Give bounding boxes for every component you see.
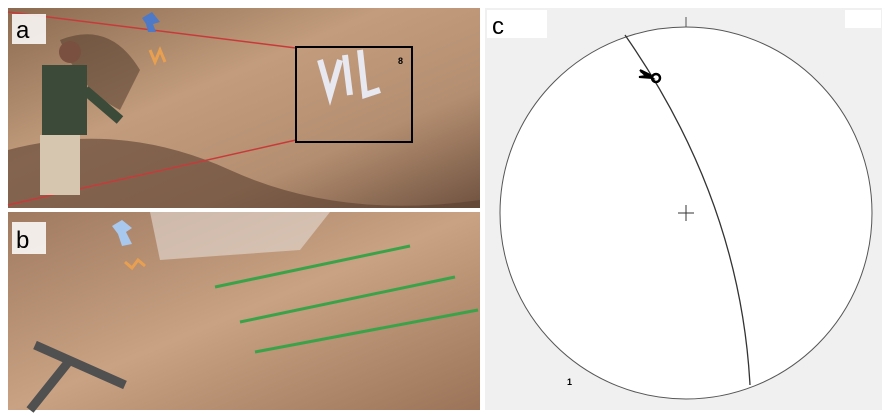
panel-label: c [492,13,504,40]
panel-c: c 1 [485,8,882,410]
corner-patch [845,10,881,28]
note: 1 [567,377,572,387]
figure-canvas: a 8 b c 1 [0,0,885,414]
inset-label: 8 [398,56,403,66]
panel-a: a 8 [8,8,480,208]
panel-label: a [16,17,30,44]
panel-b: b [8,212,480,410]
figure: a 8 b c 1 [0,0,885,414]
panel-label: b [16,227,29,254]
